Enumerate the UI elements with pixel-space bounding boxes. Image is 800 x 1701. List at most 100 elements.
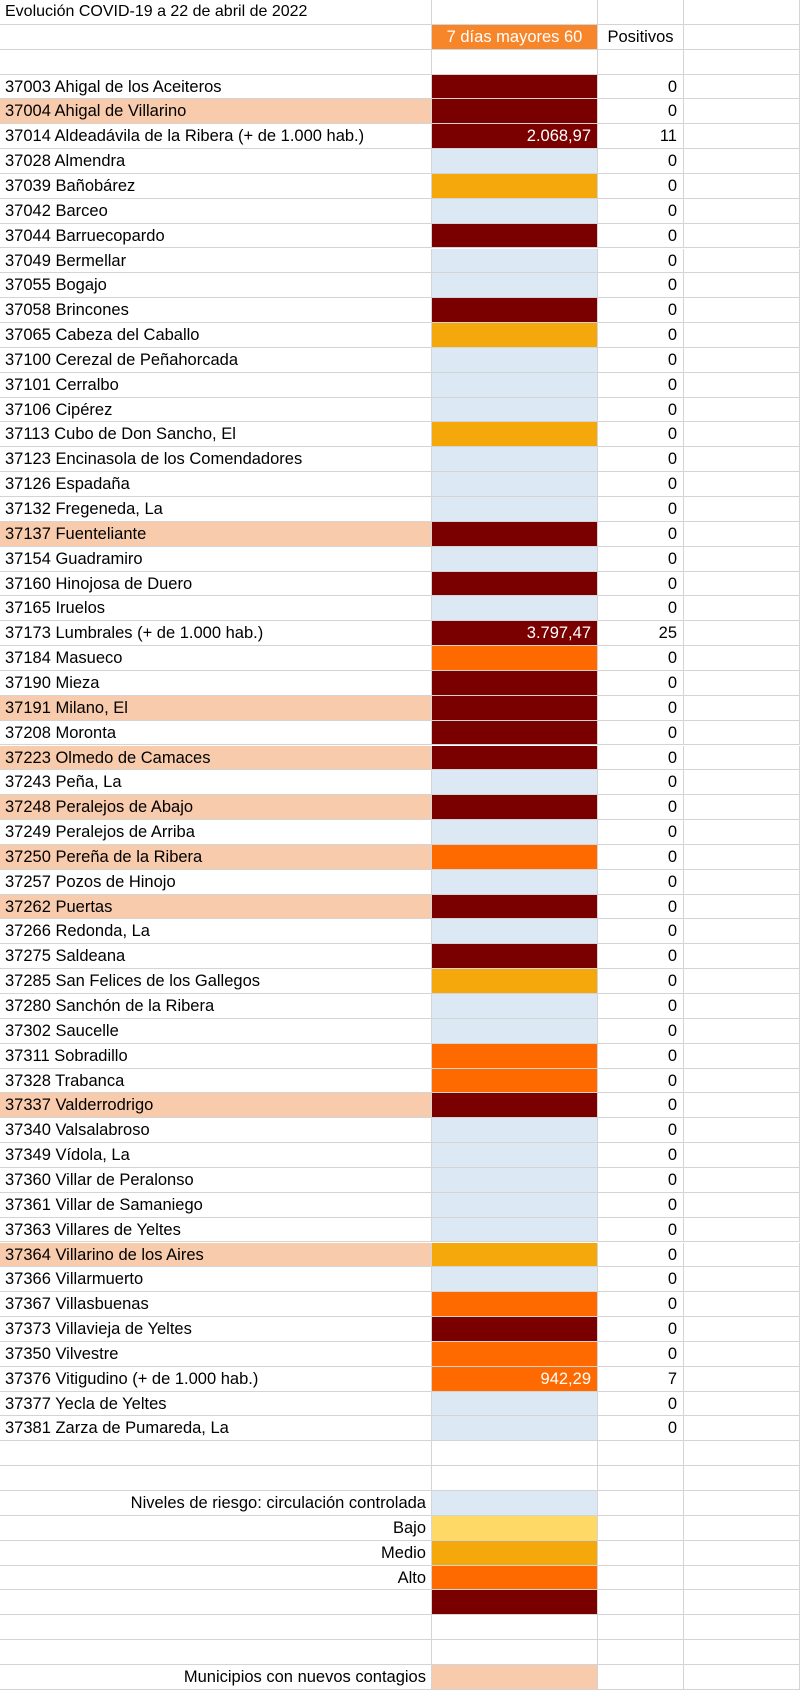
cell-b[interactable] <box>432 0 598 25</box>
cell-a[interactable] <box>0 1640 432 1665</box>
municipality-name[interactable]: 37184 Masueco <box>0 646 432 671</box>
cell-b[interactable] <box>432 1615 598 1641</box>
cell-d[interactable] <box>684 571 800 597</box>
legend-label[interactable] <box>0 1590 432 1616</box>
positives-cell[interactable]: 0 <box>598 1043 684 1069</box>
municipality-name[interactable]: 37249 Peralejos de Arriba <box>0 820 432 845</box>
cell-d[interactable] <box>684 1143 800 1168</box>
positives-cell[interactable]: 0 <box>598 1093 684 1119</box>
cell-c[interactable] <box>598 49 684 75</box>
positives-cell[interactable]: 0 <box>598 1167 684 1193</box>
positives-cell[interactable]: 0 <box>598 969 684 994</box>
cell-c[interactable] <box>598 1590 684 1616</box>
cell-d[interactable] <box>684 49 800 75</box>
municipality-name[interactable]: 37160 Hinojosa de Duero <box>0 571 432 597</box>
municipality-name[interactable]: 37360 Villar de Peralonso <box>0 1167 432 1193</box>
municipality-name[interactable]: 37376 Vitigudino (+ de 1.000 hab.) <box>0 1366 432 1392</box>
cell-d[interactable] <box>684 1416 800 1442</box>
municipality-name[interactable]: 37250 Pereña de la Ribera <box>0 844 432 870</box>
cell-d[interactable] <box>684 1664 800 1690</box>
cell-d[interactable] <box>684 1540 800 1566</box>
legend-swatch[interactable] <box>432 1540 598 1566</box>
cell-d[interactable] <box>684 24 800 50</box>
legend-swatch[interactable] <box>432 1590 598 1616</box>
incidence-cell[interactable] <box>432 745 598 771</box>
municipality-name[interactable]: 37113 Cubo de Don Sancho, El <box>0 422 432 448</box>
legend-label[interactable]: Municipios con nuevos contagios <box>0 1664 432 1690</box>
municipality-name[interactable]: 37055 Bogajo <box>0 273 432 299</box>
cell-d[interactable] <box>684 1242 800 1268</box>
cell-d[interactable] <box>684 720 800 746</box>
positives-cell[interactable]: 0 <box>598 1341 684 1367</box>
cell-d[interactable] <box>684 0 800 25</box>
cell-d[interactable] <box>684 397 800 423</box>
cell-d[interactable] <box>684 770 800 796</box>
cell-d[interactable] <box>684 447 800 473</box>
positives-cell[interactable]: 0 <box>598 1143 684 1168</box>
legend-label[interactable]: Alto <box>0 1565 432 1591</box>
cell-d[interactable] <box>684 1565 800 1591</box>
incidence-cell[interactable] <box>432 1341 598 1367</box>
municipality-name[interactable]: 37364 Villarino de los Aires <box>0 1242 432 1268</box>
municipality-name[interactable]: 37100 Cerezal de Peñahorcada <box>0 347 432 373</box>
municipality-name[interactable]: 37361 Villar de Samaniego <box>0 1192 432 1218</box>
municipality-name[interactable]: 37137 Fuenteliante <box>0 521 432 547</box>
positives-cell[interactable]: 0 <box>598 695 684 721</box>
cell-d[interactable] <box>684 994 800 1019</box>
incidence-cell[interactable] <box>432 472 598 497</box>
municipality-name[interactable]: 37208 Moronta <box>0 720 432 746</box>
incidence-cell[interactable] <box>432 820 598 845</box>
incidence-cell[interactable] <box>432 1192 598 1218</box>
municipality-name[interactable]: 37363 Villares de Yeltes <box>0 1217 432 1243</box>
positives-cell[interactable]: 0 <box>598 795 684 821</box>
cell-d[interactable] <box>684 223 800 249</box>
incidence-cell[interactable] <box>432 720 598 746</box>
cell-d[interactable] <box>684 1068 800 1094</box>
positives-cell[interactable]: 0 <box>598 521 684 547</box>
positives-cell[interactable]: 0 <box>598 173 684 199</box>
municipality-name[interactable]: 37280 Sanchón de la Ribera <box>0 994 432 1019</box>
municipality-name[interactable]: 37367 Villasbuenas <box>0 1292 432 1318</box>
municipality-name[interactable]: 37337 Valderrodrigo <box>0 1093 432 1119</box>
incidence-cell[interactable] <box>432 347 598 373</box>
municipality-name[interactable]: 37381 Zarza de Pumareda, La <box>0 1416 432 1442</box>
positives-cell[interactable]: 0 <box>598 397 684 423</box>
incidence-cell[interactable] <box>432 298 598 324</box>
cell-d[interactable] <box>684 1491 800 1516</box>
cell-d[interactable] <box>684 1093 800 1119</box>
cell-d[interactable] <box>684 1590 800 1616</box>
incidence-cell[interactable] <box>432 1093 598 1119</box>
cell-d[interactable] <box>684 546 800 572</box>
municipality-name[interactable]: 37248 Peralejos de Abajo <box>0 795 432 821</box>
municipality-name[interactable]: 37049 Bermellar <box>0 248 432 274</box>
positives-cell[interactable]: 0 <box>598 149 684 174</box>
positives-cell[interactable]: 0 <box>598 447 684 473</box>
incidence-cell[interactable] <box>432 670 598 696</box>
cell-c[interactable] <box>598 1664 684 1690</box>
incidence-cell[interactable] <box>432 1118 598 1144</box>
positives-cell[interactable]: 0 <box>598 472 684 497</box>
municipality-name[interactable]: 37039 Bañobárez <box>0 173 432 199</box>
municipality-name[interactable]: 37165 Iruelos <box>0 596 432 622</box>
positives-cell[interactable]: 0 <box>598 770 684 796</box>
cell-c[interactable] <box>598 1640 684 1665</box>
incidence-cell[interactable] <box>432 1267 598 1293</box>
positives-cell[interactable]: 0 <box>598 1416 684 1442</box>
incidence-cell[interactable]: 2.068,97 <box>432 124 598 150</box>
incidence-cell[interactable] <box>432 248 598 274</box>
cell-d[interactable] <box>684 248 800 274</box>
legend-swatch[interactable] <box>432 1515 598 1541</box>
positives-cell[interactable]: 0 <box>598 596 684 622</box>
municipality-name[interactable]: 37101 Cerralbo <box>0 372 432 398</box>
positives-cell[interactable]: 0 <box>598 670 684 696</box>
positives-cell[interactable]: 0 <box>598 422 684 448</box>
legend-swatch[interactable] <box>432 1565 598 1591</box>
incidence-cell[interactable] <box>432 223 598 249</box>
cell-d[interactable] <box>684 1118 800 1144</box>
incidence-cell[interactable] <box>432 795 598 821</box>
positives-cell[interactable]: 0 <box>598 198 684 224</box>
incidence-cell[interactable] <box>432 397 598 423</box>
incidence-cell[interactable] <box>432 1217 598 1243</box>
incidence-cell[interactable] <box>432 1143 598 1168</box>
incidence-cell[interactable] <box>432 894 598 920</box>
